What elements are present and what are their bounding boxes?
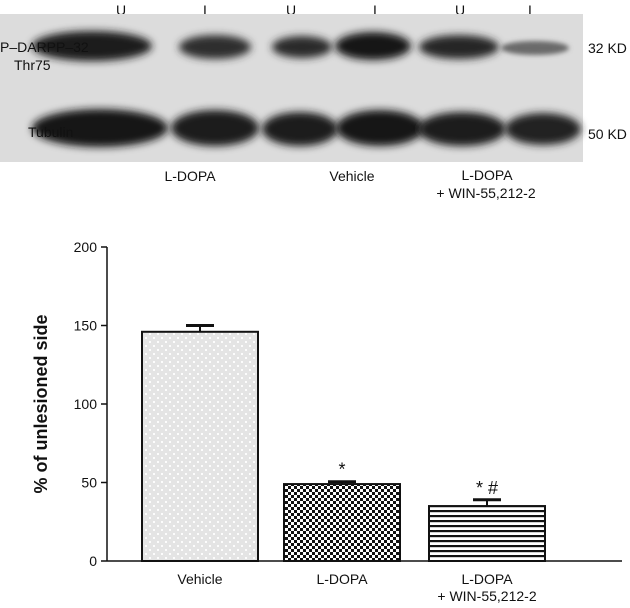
row-label-pdarpp: P–DARPP–32 xyxy=(0,39,89,55)
y-tick-label-100: 100 xyxy=(74,396,98,412)
bar-2 xyxy=(283,483,401,563)
lane-label-3: U xyxy=(285,2,297,18)
group-label-vehicle: Vehicle xyxy=(329,168,375,184)
size-label-32kd: 32 KD xyxy=(588,40,627,56)
band-pdarpp-4 xyxy=(335,32,411,60)
band-tubulin-4 xyxy=(336,110,424,146)
band-tubulin-5 xyxy=(418,112,506,146)
y-tick-label-50: 50 xyxy=(81,475,97,491)
lane-label-2: L xyxy=(203,2,211,18)
row-label-tubulin: Tubulin xyxy=(28,124,74,140)
y-tick-label-200: 200 xyxy=(74,239,98,255)
labels: 0 50 100 150 200 % of unlesioned side Vehicle *… xyxy=(31,239,537,604)
band-tubulin-1 xyxy=(32,109,168,147)
band-tubulin-2 xyxy=(171,110,259,146)
band-pdarpp-2 xyxy=(179,35,251,59)
x-tick-label-3: L-DOPA xyxy=(461,571,513,587)
group-label-ldopa: L-DOPA xyxy=(164,168,216,184)
band-pdarpp-6 xyxy=(501,41,569,55)
size-label-50kd: 50 KD xyxy=(588,126,627,142)
band-tubulin-3 xyxy=(262,112,338,146)
band-pdarpp-3 xyxy=(272,36,332,58)
bar-3 xyxy=(428,505,546,562)
band-pdarpp-5 xyxy=(419,35,499,59)
x-tick-label-2: L-DOPA xyxy=(316,571,368,587)
bars xyxy=(141,324,546,563)
lane-label-5: U xyxy=(454,2,466,18)
x-tick-label-3-line2: + WIN-55,212-2 xyxy=(437,588,536,604)
significance-marker-3: * # xyxy=(476,478,498,498)
bar-1 xyxy=(141,330,259,562)
y-axis-title: % of unlesioned side xyxy=(31,314,51,493)
band-row-pdarpp xyxy=(32,31,569,61)
lane-label-6: L xyxy=(528,2,536,18)
band-pdarpp-1 xyxy=(32,31,152,61)
lane-label-1: U xyxy=(115,2,127,18)
group-label-combo-line2: + WIN-55,212-2 xyxy=(436,185,536,201)
significance-marker-2: * xyxy=(338,460,345,480)
blot-image xyxy=(0,14,583,162)
band-tubulin-6 xyxy=(505,113,581,145)
row-label-thr75: Thr75 xyxy=(14,57,51,73)
x-tick-label-1: Vehicle xyxy=(177,571,222,587)
band-row-tubulin xyxy=(32,109,581,147)
y-tick-label-150: 150 xyxy=(74,318,98,334)
y-tick-label-0: 0 xyxy=(89,553,97,569)
lane-label-4: L xyxy=(373,2,381,18)
group-label-combo-line1: L-DOPA xyxy=(461,167,513,183)
